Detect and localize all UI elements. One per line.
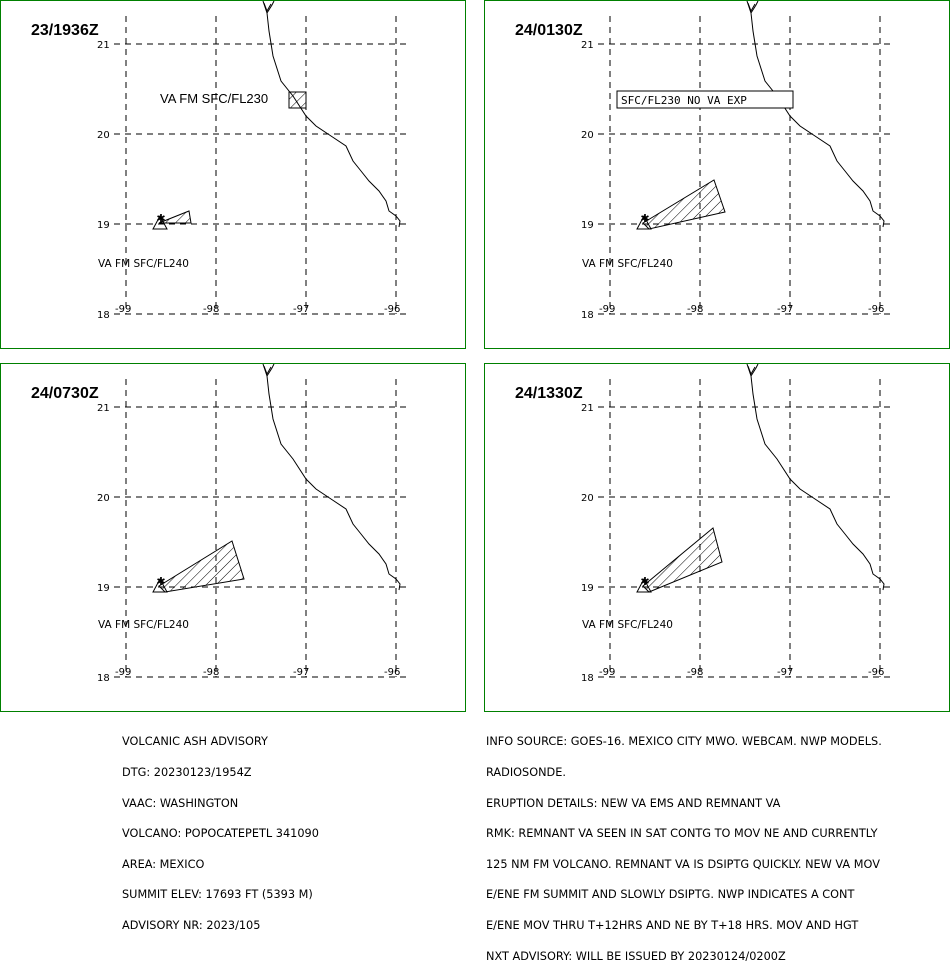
advisory-header: VOLCANIC ASH ADVISORY DTG: 20230123/1954… xyxy=(122,717,319,941)
lon-label: -96 xyxy=(868,304,884,315)
ash-label: VA FM SFC/FL240 xyxy=(582,619,673,631)
ash-label: SFC/FL230 NO VA EXP xyxy=(621,94,747,107)
lat-label: 19 xyxy=(581,583,594,594)
ash-polygon xyxy=(642,179,726,230)
forecast-panel-4: ✱ 24/1330Z 21 20 19 18 -99 -98 -97 -96 V… xyxy=(484,363,950,712)
lat-label: 18 xyxy=(581,673,594,684)
advisory-line: VOLCANIC ASH ADVISORY xyxy=(122,735,268,749)
lon-label: -96 xyxy=(384,304,400,315)
advisory-line: 125 NM FM VOLCANO. REMNANT VA IS DSIPTG … xyxy=(486,857,880,871)
lon-label: -97 xyxy=(293,304,309,315)
lat-label: 18 xyxy=(97,673,110,684)
ash-polygon xyxy=(158,540,245,593)
advisory-line: RMK: REMNANT VA SEEN IN SAT CONTG TO MOV… xyxy=(486,827,878,841)
map-3: ✱ 24/0730Z 21 20 19 18 -99 -98 -97 -96 V… xyxy=(31,364,407,684)
advisory-line: E/ENE MOV THRU T+12HRS AND NE BY T+18 HR… xyxy=(486,918,859,932)
coastline xyxy=(746,1,885,228)
grid-lines xyxy=(598,379,891,678)
advisory-line: NXT ADVISORY: WILL BE ISSUED BY 20230124… xyxy=(486,949,786,963)
lon-label: -97 xyxy=(777,304,793,315)
volcano-icon xyxy=(152,577,168,593)
lon-label: -99 xyxy=(599,304,615,315)
advisory-remarks: INFO SOURCE: GOES-16. MEXICO CITY MWO. W… xyxy=(486,717,882,972)
volcano-icon xyxy=(636,577,652,593)
grid-lines xyxy=(114,16,407,315)
eruption-marker-icon: ✱ xyxy=(156,212,165,225)
forecast-panel-1: ✱ 23/1936Z 21 20 19 18 -99 -98 -97 -96 V… xyxy=(0,0,466,349)
lon-label: -97 xyxy=(777,667,793,678)
coastline xyxy=(262,364,401,591)
volcano-icon xyxy=(152,214,168,230)
valid-time: 24/1330Z xyxy=(515,385,583,402)
advisory-line: INFO SOURCE: GOES-16. MEXICO CITY MWO. W… xyxy=(486,735,882,749)
forecast-panel-2: ✱ 24/0130Z 21 20 19 18 -99 -98 -97 -96 V… xyxy=(484,0,950,349)
grid-lines xyxy=(114,379,407,678)
advisory-line: VOLCANO: POPOCATEPETL 341090 xyxy=(122,827,319,841)
lon-label: -96 xyxy=(384,667,400,678)
advisory-line: RADIOSONDE. xyxy=(486,766,566,779)
forecast-panel-3: ✱ 24/0730Z 21 20 19 18 -99 -98 -97 -96 V… xyxy=(0,363,466,712)
advisory-line: AREA: MEXICO xyxy=(122,857,205,871)
valid-time: 24/0130Z xyxy=(515,22,583,39)
valid-time: 23/1936Z xyxy=(31,22,99,39)
volcano-icon xyxy=(636,214,652,230)
ash-label: VA FM SFC/FL230 xyxy=(160,91,268,106)
lon-label: -98 xyxy=(687,667,703,678)
advisory-line: E/ENE FM SUMMIT AND SLOWLY DSIPTG. NWP I… xyxy=(486,888,855,902)
lon-label: -99 xyxy=(599,667,615,678)
coastline xyxy=(746,364,885,591)
eruption-marker-icon: ✱ xyxy=(640,212,649,225)
ash-polygon-remnant xyxy=(288,91,307,109)
advisory-line: SUMMIT ELEV: 17693 FT (5393 M) xyxy=(122,888,313,902)
lat-label: 20 xyxy=(97,493,110,504)
lat-label: 21 xyxy=(97,40,110,51)
ash-label: VA FM SFC/FL240 xyxy=(98,619,189,631)
valid-time: 24/0730Z xyxy=(31,385,99,402)
lat-label: 21 xyxy=(581,403,594,414)
map-2: ✱ 24/0130Z 21 20 19 18 -99 -98 -97 -96 V… xyxy=(515,1,891,321)
lat-label: 20 xyxy=(581,493,594,504)
advisory-line: ADVISORY NR: 2023/105 xyxy=(122,918,261,932)
lon-label: -98 xyxy=(203,304,219,315)
ash-label: VA FM SFC/FL240 xyxy=(582,258,673,270)
ash-polygon xyxy=(158,210,192,224)
lon-label: -99 xyxy=(115,667,131,678)
lat-label: 20 xyxy=(581,130,594,141)
lat-label: 20 xyxy=(97,130,110,141)
advisory-line: ERUPTION DETAILS: NEW VA EMS AND REMNANT… xyxy=(486,796,781,810)
lon-label: -99 xyxy=(115,304,131,315)
ash-polygon xyxy=(642,527,723,593)
lat-label: 19 xyxy=(581,220,594,231)
lon-label: -98 xyxy=(687,304,703,315)
lon-label: -98 xyxy=(203,667,219,678)
map-4: ✱ 24/1330Z 21 20 19 18 -99 -98 -97 -96 V… xyxy=(515,364,891,684)
lon-label: -96 xyxy=(868,667,884,678)
eruption-marker-icon: ✱ xyxy=(156,575,165,588)
lon-label: -97 xyxy=(293,667,309,678)
lat-label: 21 xyxy=(97,403,110,414)
lat-label: 19 xyxy=(97,583,110,594)
map-1: ✱ 23/1936Z 21 20 19 18 -99 -98 -97 -96 V… xyxy=(31,1,407,321)
advisory-line: DTG: 20230123/1954Z xyxy=(122,766,252,779)
ash-label: VA FM SFC/FL240 xyxy=(98,258,189,270)
lat-label: 18 xyxy=(581,310,594,321)
coastline xyxy=(262,1,401,228)
eruption-marker-icon: ✱ xyxy=(640,575,649,588)
lat-label: 19 xyxy=(97,220,110,231)
lat-label: 18 xyxy=(97,310,110,321)
label-box xyxy=(616,90,794,109)
advisory-line: VAAC: WASHINGTON xyxy=(122,796,239,810)
lat-label: 21 xyxy=(581,40,594,51)
grid-lines xyxy=(598,16,891,315)
